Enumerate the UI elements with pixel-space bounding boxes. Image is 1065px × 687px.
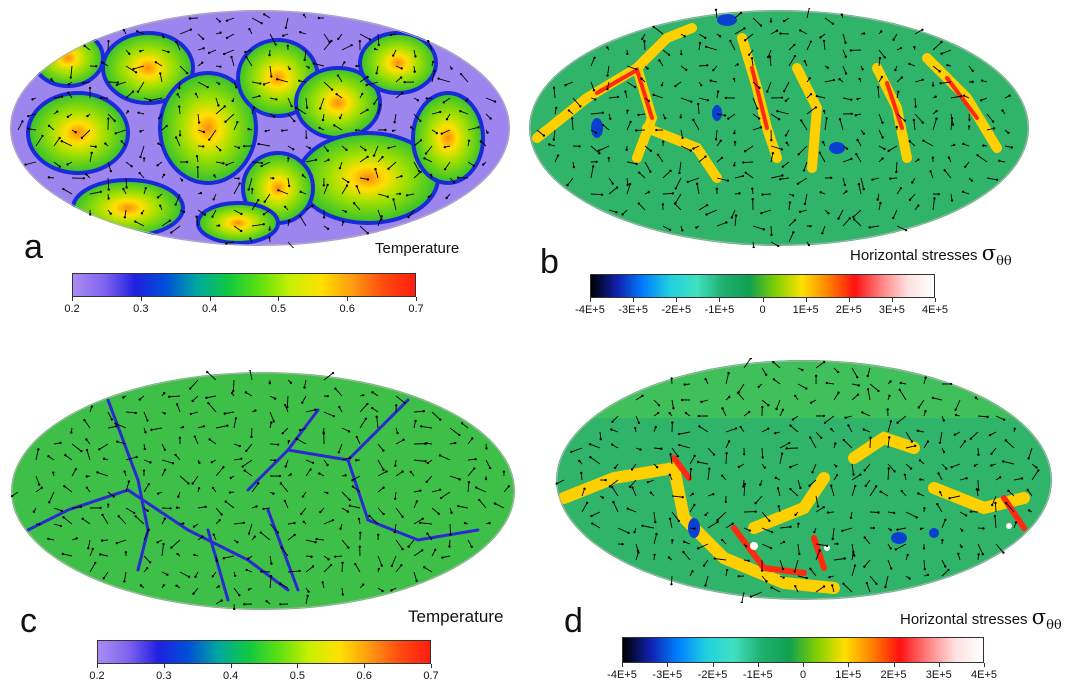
velocity-arrows [536,8,1014,248]
colorbar-tick-mark [163,664,165,668]
panel-letter-b: b [540,243,559,281]
colorbar-tick-label: -3E+5 [618,304,648,316]
colorbar-title-d: Horizontal stresses σθθ [900,605,1062,634]
colorbar-title-d-text: Horizontal stresses [900,611,1028,628]
colorbar-tick-mark [848,663,850,667]
stress-map-d [555,358,1052,603]
colorbar-tick-label: -3E+5 [652,669,683,681]
temperature-map-a [10,10,510,248]
colorbar-a [72,273,416,297]
colorbar-tick-label: 2E+5 [835,304,862,316]
colorbar-tick-mark [209,297,211,301]
colorbar-c [97,640,431,664]
sigma-subscript: θθ [1046,618,1062,633]
colorbar-tick-label: 0.4 [222,670,239,682]
colorbar-tick-label: -2E+5 [661,304,692,316]
colorbar-tick-mark [719,298,721,302]
colorbar-tick-label: 0.6 [356,670,372,682]
sigma-symbol: σ [981,241,997,265]
colorbar-tick-mark [431,664,432,668]
colorbar-tick-mark [590,298,591,302]
colorbar-ticks-a: 0.2 0.3 0.4 0.5 0.6 0.7 [64,297,424,318]
colorbar-tick-label: 0.4 [201,303,218,315]
colorbar-tick-mark [805,298,807,302]
colorbar-tick-label: 1E+5 [835,669,862,681]
colorbar-tick-mark [140,297,142,301]
colorbar-tick-label: 0.3 [156,670,172,682]
colorbar-tick-mark [938,663,940,667]
colorbar-tick-label: 0.2 [89,670,105,682]
colorbar-tick-mark [984,663,985,667]
colorbar-tick-label: -4E+5 [607,669,637,681]
colorbar-tick-mark [230,664,232,668]
colorbar-tick-mark [893,663,895,667]
colorbar-tick-mark [297,664,299,668]
colorbar-tick-label: -1E+5 [704,304,735,316]
colorbar-tick-label: 3E+5 [925,669,952,681]
colorbar-tick-mark [416,297,417,301]
panel-letter-c: c [20,602,37,640]
colorbar-tick-label: 0.7 [423,670,439,682]
colorbar-tick-label: 2E+5 [880,669,907,681]
colorbar-tick-mark [347,297,349,301]
colorbar-tick-label: 3E+5 [878,304,905,316]
velocity-arrows [17,13,497,248]
colorbar-tick-mark [667,663,669,667]
colorbar-tick-mark [848,298,850,302]
colorbar-tick-label: 0 [759,304,766,316]
colorbar-title-b-text: Horizontal stresses [850,247,978,264]
velocity-arrows [555,358,1040,603]
colorbar-tick-mark [622,663,623,667]
colorbar-tick-label: 4E+5 [922,304,948,316]
colorbar-tick-mark [762,298,764,302]
colorbar-title-c: Temperature [408,607,504,626]
colorbar-tick-label: 1E+5 [792,304,819,316]
colorbar-ticks-b: -4E+5 -3E+5 -2E+5 -1E+5 0 1E+5 2E+5 3E+5 4E+5 [575,298,948,319]
colorbar-ticks-c: 0.2 0.3 0.4 0.5 0.6 0.7 [89,664,439,685]
colorbar-tick-mark [712,663,714,667]
colorbar-tick-label: -4E+5 [575,304,605,316]
colorbar-d [622,637,984,663]
colorbar-tick-label: 0.5 [270,303,287,315]
sigma-symbol: σ [1031,605,1047,629]
colorbar-tick-mark [278,297,280,301]
colorbar-tick-mark [935,298,936,302]
colorbar-tick-label: -1E+5 [742,669,773,681]
panel-letter-d: d [564,602,583,640]
velocity-arrows [10,370,511,611]
temperature-map-c [10,370,515,611]
colorbar-tick-label: 0.3 [133,303,149,315]
colorbar-title-a: Temperature [375,240,460,257]
colorbar-tick-label: 0.5 [289,670,306,682]
colorbar-b [590,274,935,298]
colorbar-tick-mark [72,297,73,301]
colorbar-tick-mark [364,664,366,668]
colorbar-tick-label: 0 [799,669,807,681]
colorbar-tick-label: 0.6 [339,303,355,315]
colorbar-tick-mark [803,663,804,667]
colorbar-tick-mark [757,663,759,667]
colorbar-tick-label: 0.7 [408,303,424,315]
colorbar-tick-mark [633,298,635,302]
colorbar-title-b: Horizontal stresses σθθ [850,241,1012,270]
panel-letter-a: a [24,228,43,266]
stress-map-b [529,8,1029,248]
colorbar-tick-label: 0.2 [64,303,80,315]
colorbar-tick-mark [97,664,98,668]
colorbar-tick-mark [891,298,893,302]
colorbar-tick-label: -2E+5 [697,669,728,681]
sigma-subscript: θθ [996,254,1012,269]
colorbar-tick-mark [676,298,678,302]
colorbar-tick-label: 4E+5 [971,669,997,681]
colorbar-ticks-d: -4E+5 -3E+5 -2E+5 -1E+5 0 1E+5 2E+5 3E+5 4E+5 [607,663,997,684]
